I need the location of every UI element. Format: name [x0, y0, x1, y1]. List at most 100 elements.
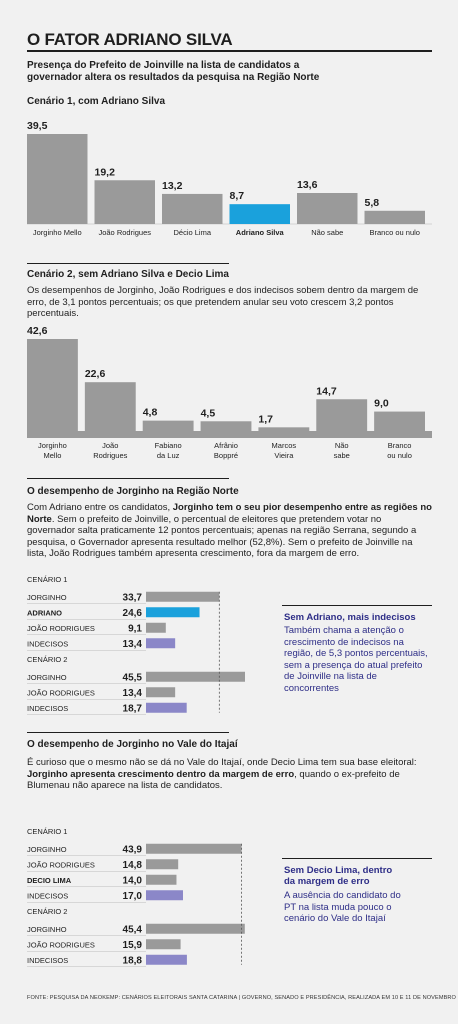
chart3-title: O desempenho de Jorginho na Região Norte: [27, 486, 239, 497]
chart4-value-0-0: 43,9: [123, 844, 143, 855]
chart1-label-2: Décio Lima: [173, 228, 211, 237]
chart3-value-1-1: 13,4: [123, 688, 143, 699]
chart2-description: Os desempenhos de Jorginho, João Rodrigu…: [27, 285, 419, 319]
chart2-label-3: Afrânio Boppré: [214, 441, 238, 460]
chart3-bar-0-2: [146, 622, 166, 633]
chart1-title: Cenário 1, com Adriano Silva: [27, 96, 166, 107]
chart4-label-0-0: JORGINHO: [27, 845, 67, 854]
chart4-label-1-1: JOÃO RODRIGUES: [27, 940, 95, 949]
chart2-value-1: 22,6: [85, 368, 106, 380]
section3-rule: [27, 478, 229, 479]
chart3-value-1-2: 18,7: [123, 703, 143, 714]
chart2-value-5: 14,7: [316, 385, 337, 397]
chart1-bar-4: [297, 193, 358, 224]
chart2-svg: 42,6 Jorginho Mello 22,6 João Rodrigues 4,8 Fab…: [27, 325, 432, 460]
chart4-value-1-2: 18,8: [123, 955, 143, 966]
chart3-bar-0-1: [146, 607, 200, 618]
chart4-label-0-2: DECIO LIMA: [27, 876, 72, 885]
chart1-value-3: 8,7: [230, 190, 245, 202]
chart4-value-0-3: 17,0: [123, 891, 143, 902]
chart4-value-0-1: 14,8: [123, 860, 143, 871]
chart1-value-0: 39,5: [27, 120, 48, 132]
chart3-label-0-1: ADRIANO: [27, 608, 62, 617]
chart2-value-3: 4,5: [201, 407, 216, 419]
chart2-label-0: Jorginho Mello: [38, 441, 67, 460]
chart2-bar-4: [258, 427, 310, 431]
chart2-label-1: João Rodrigues: [93, 441, 127, 460]
chart2-label-4: Marcos Vieira: [272, 441, 297, 460]
chart3-bar-1-0: [146, 671, 245, 682]
chart4-bar-1-1: [146, 939, 181, 950]
chart2-bar-1: [84, 382, 136, 431]
norte-text: Com Adriano entre os candidatos, Jorginh…: [27, 502, 432, 559]
chart3-bar-0-0: [146, 591, 220, 602]
chart4-svg: CENÁRIO 1 JORGINHO 43,9 JOÃO RODRIGUES 14,8 D…: [27, 827, 245, 968]
chart1-value-1: 19,2: [95, 166, 116, 178]
chart2-bar-5: [316, 399, 368, 431]
chart4-value-1-0: 45,4: [123, 924, 143, 935]
vale-text: É curioso que o mesmo não se dá no Vale …: [27, 757, 417, 791]
chart3-label-0-0: JORGINHO: [27, 593, 67, 602]
section2-rule: [27, 263, 229, 264]
norte-side-rule: [282, 605, 432, 606]
chart1-label-4: Não sabe: [311, 228, 343, 237]
norte-side-title: Sem Adriano, mais indecisos: [284, 612, 416, 623]
chart4-group-0: CENÁRIO 1: [27, 827, 67, 836]
chart4-title: O desempenho de Jorginho no Vale do Itaj…: [27, 739, 238, 750]
chart3-value-1-0: 45,5: [123, 672, 143, 683]
chart3-label-1-1: JOÃO RODRIGUES: [27, 688, 95, 697]
chart2-title: Cenário 2, sem Adriano Silva e Decio Lim…: [27, 269, 229, 280]
chart4-bar-0-0: [146, 843, 242, 854]
chart4-label-0-3: INDECISOS: [27, 891, 68, 900]
norte-side-text: Também chama a atenção o crescimento de …: [284, 625, 428, 694]
chart4-value-1-1: 15,9: [123, 940, 143, 951]
chart2-label-2: Fabiano da Luz: [155, 441, 182, 460]
chart1-value-2: 13,2: [162, 180, 183, 192]
chart4-bar-0-1: [146, 859, 179, 870]
chart2-label-5: Não sabe: [334, 441, 350, 460]
chart1-label-1: João Rodrigues: [98, 228, 151, 237]
chart2-bar-0: [27, 339, 78, 431]
chart3-svg: CENÁRIO 1 JORGINHO 33,7 ADRIANO 24,6 JOÃO ROD…: [27, 575, 245, 716]
chart3-label-1-2: INDECISOS: [27, 704, 68, 713]
chart4-bar-1-0: [146, 923, 245, 934]
chart3-bar-0-3: [146, 638, 176, 649]
page-subtitle: Presença do Prefeito de Joinville na lis…: [27, 60, 320, 83]
chart2-value-2: 4,8: [143, 407, 158, 419]
chart3-value-0-3: 13,4: [123, 639, 143, 650]
chart1-svg: 39,5 Jorginho Mello 19,2 João Rodrigues 13,2…: [27, 120, 432, 237]
chart3-value-0-2: 9,1: [128, 623, 142, 634]
chart1-bar-5: [364, 210, 425, 224]
chart4-bar-0-2: [146, 874, 177, 885]
chart3-label-1-0: JORGINHO: [27, 673, 67, 682]
chart2-value-6: 9,0: [374, 398, 389, 410]
chart4-label-1-2: INDECISOS: [27, 956, 68, 965]
vale-side-title: Sem Decio Lima, dentro da margem de erro: [284, 865, 393, 887]
chart3-label-0-2: JOÃO RODRIGUES: [27, 624, 95, 633]
chart2-label-6: Branco ou nulo: [387, 441, 412, 460]
chart2-value-0: 42,6: [27, 325, 48, 337]
source-footer: FONTE: PESQUISA DA NEOKEMP: CENÁRIOS ELE…: [27, 995, 458, 1001]
chart3-group-0: CENÁRIO 1: [27, 575, 67, 584]
chart4-label-0-1: JOÃO RODRIGUES: [27, 860, 95, 869]
chart2-bar-6: [374, 411, 425, 431]
chart2-baseline: [27, 431, 432, 438]
chart1-value-5: 5,8: [365, 197, 380, 209]
chart1-bar-1: [94, 180, 155, 224]
chart4-value-0-2: 14,0: [123, 875, 143, 886]
page-title: O FATOR ADRIANO SILVA: [27, 30, 233, 49]
chart1-bar-3: [229, 204, 290, 224]
title-rule: [27, 50, 432, 52]
chart4-bar-1-2: [146, 954, 187, 965]
chart1-value-4: 13,6: [297, 179, 318, 191]
chart4-group-1: CENÁRIO 2: [27, 907, 67, 916]
vale-side-text: A ausência do candidato do PT na lista m…: [284, 890, 401, 924]
section4-rule: [27, 732, 229, 733]
chart1-label-5: Branco ou nulo: [370, 228, 420, 237]
chart3-value-0-1: 24,6: [123, 608, 143, 619]
chart2-value-4: 1,7: [258, 413, 273, 425]
chart4-label-1-0: JORGINHO: [27, 925, 67, 934]
chart3-group-1: CENÁRIO 2: [27, 655, 67, 664]
chart3-label-0-3: INDECISOS: [27, 639, 68, 648]
chart2-bar-2: [142, 420, 194, 431]
